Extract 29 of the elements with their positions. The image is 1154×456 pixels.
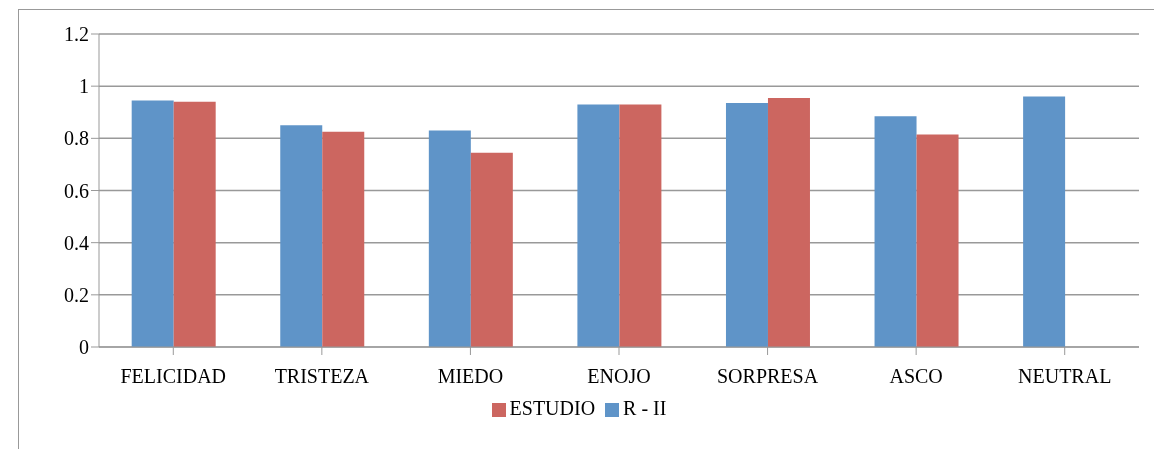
y-tick-label: 1.2 xyxy=(64,23,89,46)
x-tick-label: FELICIDAD xyxy=(120,365,227,388)
y-tick-label: 0.2 xyxy=(64,283,89,306)
x-tick-label: TRISTEZA xyxy=(274,365,370,388)
bar xyxy=(1023,96,1066,347)
bar xyxy=(131,100,174,347)
x-tick-label: SORPRESA xyxy=(716,365,819,388)
bar xyxy=(470,152,513,347)
x-tick-label: MIEDO xyxy=(437,365,504,388)
bar xyxy=(577,104,620,347)
x-tick-label: ASCO xyxy=(889,365,943,388)
y-tick-label: 0.4 xyxy=(64,231,89,254)
y-tick-label: 0.8 xyxy=(64,127,89,150)
x-tick-label: ENOJO xyxy=(587,365,651,388)
bar xyxy=(173,101,216,347)
x-tick-label: NEUTRAL xyxy=(1018,365,1112,388)
bar xyxy=(280,125,323,347)
y-tick-label: 0 xyxy=(79,336,89,359)
y-tick-label: 0.6 xyxy=(64,179,89,202)
legend-label: R - II xyxy=(623,397,667,419)
bar xyxy=(619,104,662,347)
bar xyxy=(725,103,768,347)
y-tick-label: 1 xyxy=(79,75,89,98)
bar xyxy=(916,134,959,347)
bar xyxy=(767,97,810,347)
bar xyxy=(874,116,917,347)
bar xyxy=(428,130,471,347)
bar xyxy=(322,131,365,347)
legend-label: ESTUDIO xyxy=(509,397,596,419)
